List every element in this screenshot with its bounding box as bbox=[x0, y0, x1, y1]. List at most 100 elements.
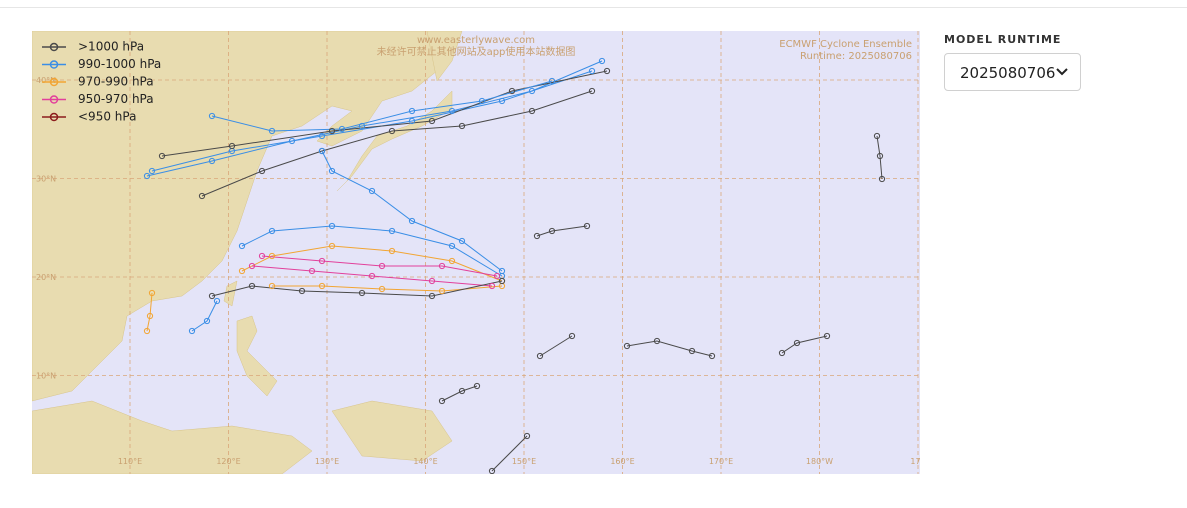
track-point bbox=[438, 287, 446, 295]
track bbox=[441, 385, 478, 402]
track-point bbox=[438, 262, 446, 270]
track-point bbox=[328, 222, 336, 230]
lon-label: 170 bbox=[910, 457, 920, 466]
track-point bbox=[458, 237, 466, 245]
track-point bbox=[378, 262, 386, 270]
lon-label: 150°E bbox=[512, 457, 536, 466]
track-point bbox=[188, 327, 196, 335]
lon-label: 160°E bbox=[610, 457, 634, 466]
track-point bbox=[623, 342, 631, 350]
legend-marker bbox=[49, 77, 59, 87]
track-point bbox=[588, 87, 596, 95]
track-point bbox=[478, 97, 486, 105]
track-point bbox=[143, 172, 151, 180]
legend-label: >1000 hPa bbox=[78, 40, 144, 54]
track-point bbox=[653, 337, 661, 345]
track-point bbox=[498, 97, 506, 105]
track-point bbox=[358, 289, 366, 297]
track-point bbox=[358, 122, 366, 130]
land bbox=[32, 31, 463, 474]
track-point bbox=[258, 167, 266, 175]
track bbox=[626, 340, 713, 357]
track-point bbox=[438, 397, 446, 405]
track-point bbox=[228, 142, 236, 150]
track-point bbox=[318, 282, 326, 290]
track-point bbox=[268, 127, 276, 135]
track bbox=[321, 150, 503, 272]
track bbox=[201, 90, 593, 197]
track-point bbox=[288, 137, 296, 145]
track-point bbox=[548, 77, 556, 85]
lon-label: 110°E bbox=[118, 457, 142, 466]
cyclone-map: 40°N 30°N 20°N 10°N 110°E 120°E 130°E 140°E 150°… bbox=[32, 31, 920, 474]
lon-label: 120°E bbox=[216, 457, 240, 466]
track bbox=[781, 335, 828, 354]
track-point bbox=[148, 289, 156, 297]
track-point bbox=[378, 285, 386, 293]
track-point bbox=[148, 167, 156, 175]
track-point bbox=[298, 287, 306, 295]
track-point bbox=[388, 247, 396, 255]
track-point bbox=[158, 152, 166, 160]
track-point bbox=[428, 277, 436, 285]
legend-marker bbox=[49, 42, 59, 52]
track-point bbox=[328, 242, 336, 250]
track bbox=[191, 300, 218, 332]
legend-label: <950 hPa bbox=[78, 110, 136, 124]
track-point bbox=[248, 262, 256, 270]
graticule bbox=[32, 31, 920, 474]
track bbox=[261, 255, 498, 277]
track-point bbox=[536, 352, 544, 360]
track-point bbox=[473, 382, 481, 390]
track bbox=[539, 335, 573, 357]
track-point bbox=[448, 242, 456, 250]
track-point bbox=[208, 157, 216, 165]
legend-marker bbox=[49, 95, 59, 104]
track-point bbox=[308, 267, 316, 275]
track-point bbox=[388, 227, 396, 235]
tracks bbox=[143, 57, 886, 474]
legend: >1000 hPa 990-1000 hPa 970-990 hPa 950-970 … bbox=[42, 40, 161, 124]
track-point bbox=[458, 122, 466, 130]
track-point bbox=[248, 282, 256, 290]
legend-marker bbox=[49, 112, 59, 122]
top-border bbox=[0, 7, 1187, 8]
track bbox=[536, 225, 588, 237]
lat-label: 10°N bbox=[36, 372, 56, 381]
track-point bbox=[493, 272, 501, 280]
track-point bbox=[598, 57, 606, 65]
legend-label: 950-970 hPa bbox=[78, 92, 154, 106]
track bbox=[241, 225, 503, 277]
track-point bbox=[318, 257, 326, 265]
lat-label: 30°N bbox=[36, 175, 56, 184]
track-point bbox=[498, 267, 506, 275]
runtime-select[interactable]: 2025080706 bbox=[944, 53, 1081, 91]
lat-label: 20°N bbox=[36, 273, 56, 282]
track-point bbox=[428, 292, 436, 300]
track-point bbox=[408, 217, 416, 225]
track bbox=[146, 292, 153, 332]
track-point bbox=[203, 317, 211, 325]
track-point bbox=[603, 67, 611, 75]
track bbox=[241, 245, 503, 282]
track-point bbox=[488, 282, 496, 290]
track-point bbox=[208, 292, 216, 300]
legend-marker bbox=[49, 60, 59, 69]
watermark: 未经许可禁止其他网站及app使用本站数据图 bbox=[377, 45, 576, 58]
lon-label: 170°E bbox=[709, 457, 733, 466]
overlay-runtime: Runtime: 2025080706 bbox=[800, 51, 912, 62]
track-point bbox=[458, 387, 466, 395]
track-point bbox=[268, 252, 276, 260]
track bbox=[151, 70, 593, 172]
track-point bbox=[328, 127, 336, 135]
track-point bbox=[533, 232, 541, 240]
track-point bbox=[876, 152, 884, 160]
track-point bbox=[238, 242, 246, 250]
track-point bbox=[793, 339, 801, 347]
field-label: MODEL RUNTIME bbox=[944, 33, 1062, 46]
track-point bbox=[258, 252, 266, 260]
track-point bbox=[368, 272, 376, 280]
track bbox=[251, 265, 493, 287]
track-point bbox=[238, 267, 246, 275]
